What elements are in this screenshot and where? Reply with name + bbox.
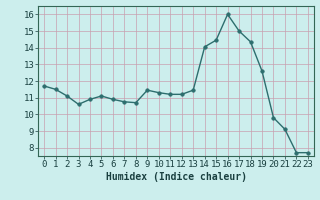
X-axis label: Humidex (Indice chaleur): Humidex (Indice chaleur)	[106, 172, 246, 182]
